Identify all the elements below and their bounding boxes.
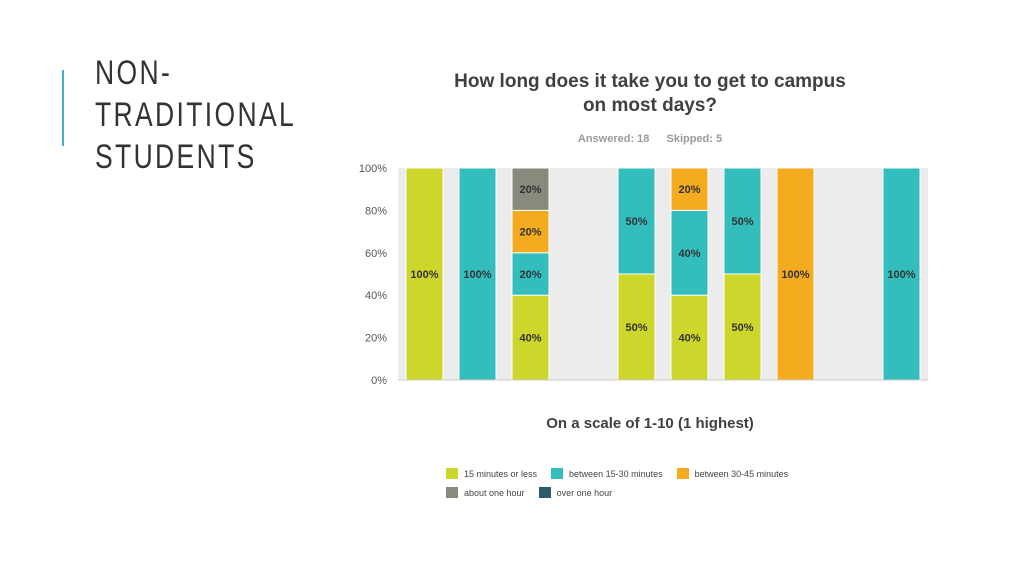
- legend-swatch: [551, 468, 564, 479]
- bar-segment: [511, 252, 550, 296]
- bar-segment: [776, 167, 815, 381]
- answered-count: Answered: 18: [577, 133, 650, 145]
- bar-data-label: 40%: [678, 333, 700, 345]
- y-tick-label: 40%: [365, 290, 387, 302]
- legend-swatch: [446, 468, 458, 479]
- response-stats: Answered: 18 Skipped: 5: [360, 133, 940, 145]
- chart-legend: 15 minutes or less between 15-30 minutes b…: [446, 468, 866, 506]
- bar-data-label: 100%: [887, 269, 915, 281]
- bar-segment: [882, 167, 921, 381]
- bar-data-label: 50%: [731, 322, 753, 334]
- x-axis-label: On a scale of 1-10 (1 highest): [546, 415, 754, 432]
- y-tick-label: 60%: [365, 248, 387, 260]
- bar-segment: [405, 167, 444, 381]
- bar-segment: [511, 167, 550, 211]
- bar-segment: [511, 294, 550, 381]
- legend-item: between 15-30 minutes: [551, 468, 663, 479]
- legend-label: between 30-45 minutes: [694, 468, 789, 479]
- bar-data-label: 20%: [519, 227, 541, 239]
- y-tick-label: 80%: [365, 205, 387, 217]
- accent-bar: [62, 70, 64, 146]
- legend-label: over one hour: [556, 487, 613, 498]
- bar-segment: [617, 167, 656, 275]
- legend-swatch: [538, 487, 551, 498]
- bar-segment: [723, 167, 762, 275]
- bar-segment: [458, 167, 497, 381]
- legend-swatch: [676, 468, 689, 479]
- bar-data-label: 40%: [678, 248, 700, 260]
- legend-item: over one hour: [538, 487, 613, 498]
- bar-data-label: 100%: [781, 269, 809, 281]
- legend-label: between 15-30 minutes: [569, 468, 663, 479]
- bar-data-label: 50%: [625, 322, 647, 334]
- skipped-count: Skipped: 5: [666, 133, 723, 145]
- chart-title: How long does it take you to get to camp…: [360, 70, 940, 118]
- chart-title-line-1: How long does it take you to get to camp…: [454, 71, 846, 92]
- legend-item: 15 minutes or less: [446, 468, 537, 479]
- bar-segment: [670, 167, 709, 211]
- legend-item: between 30-45 minutes: [676, 468, 789, 479]
- y-tick-label: 0%: [371, 375, 387, 387]
- bar-data-label: 50%: [731, 216, 753, 228]
- stacked-bar-chart: 0% 20% 40% 60% 80% 100% 100% 100% 40% 20% 20% 20% 50…: [359, 163, 928, 387]
- bar-data-label: 20%: [519, 184, 541, 196]
- bar-data-label: 100%: [463, 269, 491, 281]
- legend-label: about one hour: [464, 487, 525, 498]
- legend-label: 15 minutes or less: [464, 468, 538, 479]
- bar-segment: [670, 294, 709, 381]
- bar-segment: [617, 273, 656, 381]
- bar-data-label: 20%: [678, 184, 700, 196]
- bar-data-label: 50%: [625, 216, 647, 228]
- slide-title-line-2: TRADITIONAL: [95, 96, 297, 134]
- chart-title-line-2: on most days?: [582, 95, 718, 116]
- legend-item: about one hour: [446, 487, 525, 498]
- slide-title-line-3: STUDENTS: [95, 138, 257, 176]
- y-tick-label: 100%: [359, 163, 387, 175]
- bar-segment: [723, 273, 762, 381]
- slide-title-line-1: NON-: [95, 54, 173, 92]
- slide-title: NON- TRADITIONAL STUDENTS: [95, 52, 296, 178]
- y-tick-label: 20%: [365, 333, 387, 345]
- legend-swatch: [446, 487, 458, 498]
- bar-data-label: 20%: [519, 269, 541, 281]
- bar-data-label: 100%: [410, 269, 438, 281]
- bar-data-label: 40%: [519, 333, 541, 345]
